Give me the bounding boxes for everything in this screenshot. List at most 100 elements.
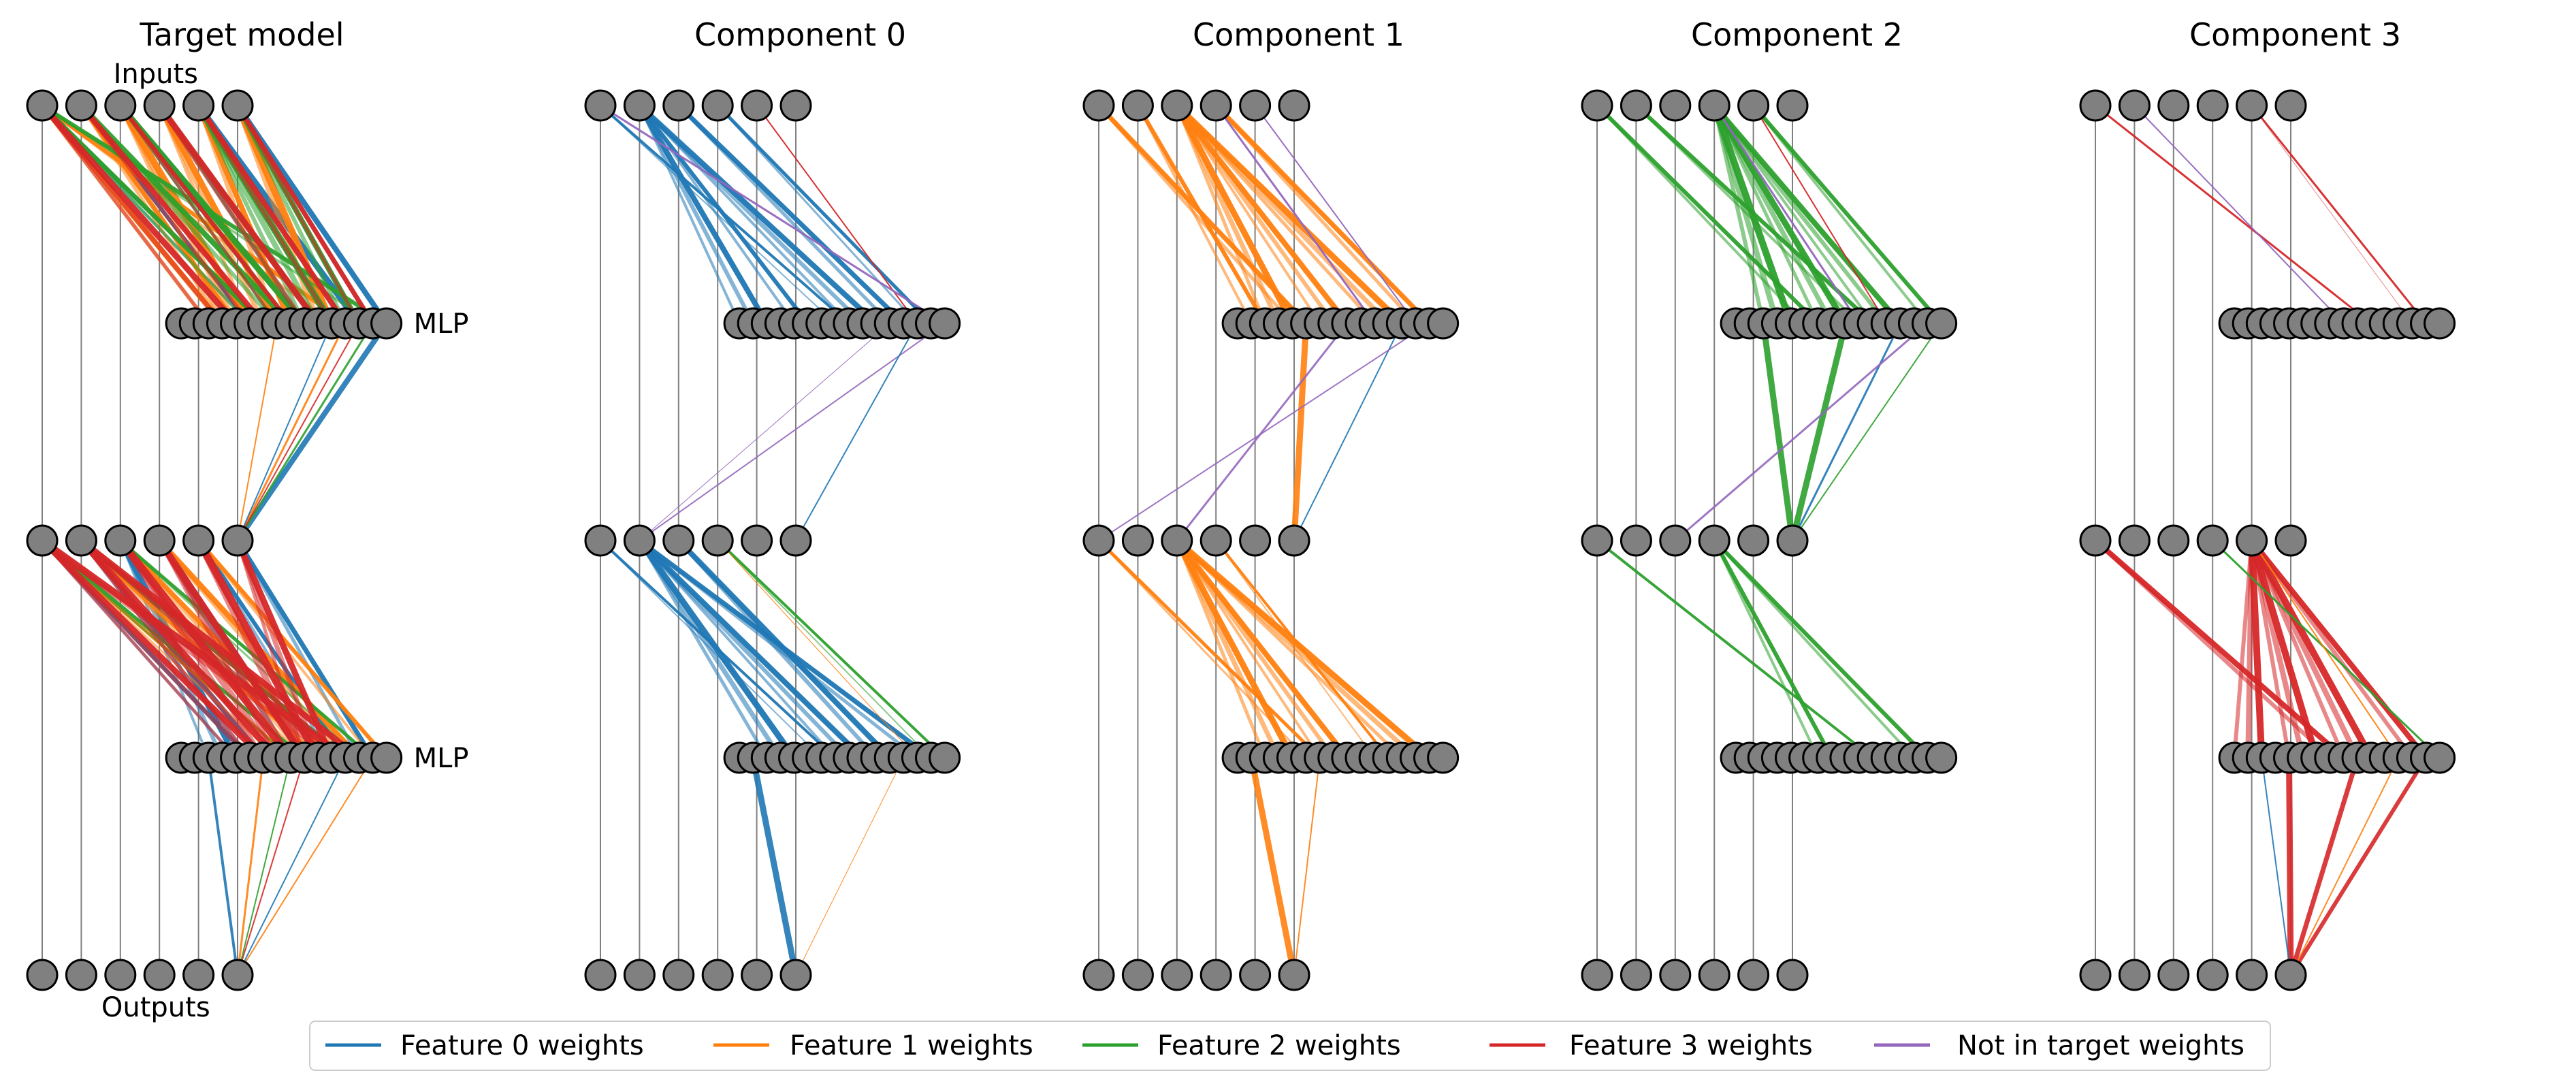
weight-edge	[1097, 539, 1321, 759]
weight-edge	[197, 539, 388, 759]
weight-edge	[2251, 105, 2427, 324]
residual-node	[26, 89, 59, 122]
weight-edge	[235, 104, 321, 325]
weight-edge	[1174, 104, 1281, 325]
mlp-label: MLP	[414, 743, 469, 774]
weight-edge	[600, 540, 822, 758]
panel-component-2: Component 2	[1581, 16, 1958, 991]
weight-edge	[795, 323, 918, 541]
residual-node	[143, 524, 176, 557]
residual-node	[1659, 89, 1692, 122]
weight-edge	[2134, 105, 2345, 324]
weight-edge	[1176, 539, 1404, 759]
weight-edge	[237, 323, 360, 541]
residual-node	[779, 89, 812, 122]
weight-edge	[1713, 539, 1915, 759]
weight-edge	[1097, 539, 1307, 759]
residual-node	[1620, 959, 1652, 991]
weight-edge	[2261, 757, 2291, 976]
weight-edge	[716, 539, 946, 759]
weight-edge	[237, 757, 347, 976]
residual-node	[2157, 89, 2190, 122]
weight-edge	[1595, 103, 1820, 325]
residual-node	[1278, 89, 1310, 122]
weight-edge	[1293, 757, 1321, 976]
weight-edge	[2212, 539, 2441, 759]
weight-edge	[40, 539, 252, 760]
residual-node	[2079, 524, 2112, 557]
weight-edge	[1098, 323, 1430, 541]
weight-edge	[1635, 104, 1861, 325]
weight-edge	[41, 104, 210, 325]
residual-node	[1082, 959, 1115, 991]
weight-edge	[235, 321, 389, 543]
weight-edge	[2288, 756, 2360, 976]
weight-edge	[1176, 104, 1321, 325]
panel-title: Component 3	[2189, 16, 2401, 53]
weight-edge	[599, 104, 850, 325]
weight-edge	[1248, 757, 1298, 976]
residual-node	[1737, 89, 1770, 122]
weight-edge	[1711, 104, 1780, 325]
weight-edge	[236, 757, 265, 976]
weight-edge	[639, 323, 946, 541]
weight-edge	[1674, 322, 1929, 542]
residual-node	[1620, 89, 1652, 122]
residual-node	[26, 959, 59, 991]
weight-edge	[236, 104, 375, 325]
legend-label-not-in-target: Not in target weights	[1957, 1030, 2244, 1061]
residual-node	[1776, 89, 1809, 122]
weight-edge	[1175, 104, 1336, 325]
weight-edge	[639, 323, 890, 541]
residual-node	[2118, 959, 2151, 991]
weight-edge	[118, 104, 293, 325]
residual-node	[1698, 89, 1730, 122]
weight-edge	[1635, 103, 1875, 325]
mlp-neuron	[2424, 307, 2456, 340]
mlp-neuron	[1427, 307, 1460, 340]
residual-node	[662, 89, 695, 122]
weight-edge	[1713, 540, 1820, 758]
mlp-label: MLP	[414, 308, 469, 340]
weight-edge	[1175, 104, 1376, 325]
residual-node	[2274, 959, 2307, 991]
residual-node	[1581, 959, 1613, 991]
weight-edge	[1175, 105, 1267, 324]
panel-component-3: Component 3	[2079, 16, 2456, 991]
mlp-neuron	[1427, 741, 1460, 774]
residual-node	[1161, 89, 1193, 122]
residual-node	[1581, 89, 1613, 122]
weight-edge	[119, 104, 278, 325]
residual-node	[2196, 89, 2229, 122]
weight-edge	[599, 539, 837, 759]
weight-edge	[196, 104, 306, 325]
weight-edge	[1291, 323, 1310, 541]
outputs-label: Outputs	[101, 992, 210, 1023]
residual-node	[143, 959, 176, 991]
residual-node	[623, 89, 656, 122]
residual-node	[2274, 89, 2307, 122]
residual-node	[2118, 89, 2151, 122]
residual-node	[1121, 524, 1154, 557]
residual-node	[662, 959, 695, 991]
residual-node	[2236, 959, 2268, 991]
weight-edge	[1215, 540, 1375, 758]
mlp-neuron	[929, 307, 961, 340]
weight-edge	[2251, 105, 2413, 324]
residual-node	[1620, 524, 1652, 557]
weight-edge	[2249, 540, 2306, 758]
weight-edge	[2250, 539, 2414, 759]
residual-node	[2196, 959, 2229, 991]
weight-edge	[2095, 104, 2372, 325]
weight-edge	[1175, 539, 1336, 759]
weight-edge	[717, 104, 918, 325]
weight-edge	[80, 539, 333, 759]
panel-title: Component 0	[694, 16, 906, 53]
weight-edge	[1175, 540, 1267, 758]
residual-node	[584, 524, 617, 557]
weight-edge	[2290, 757, 2400, 976]
weight-edge	[2249, 540, 2291, 758]
residual-node	[1659, 959, 1692, 991]
weight-edge	[1713, 105, 1861, 324]
